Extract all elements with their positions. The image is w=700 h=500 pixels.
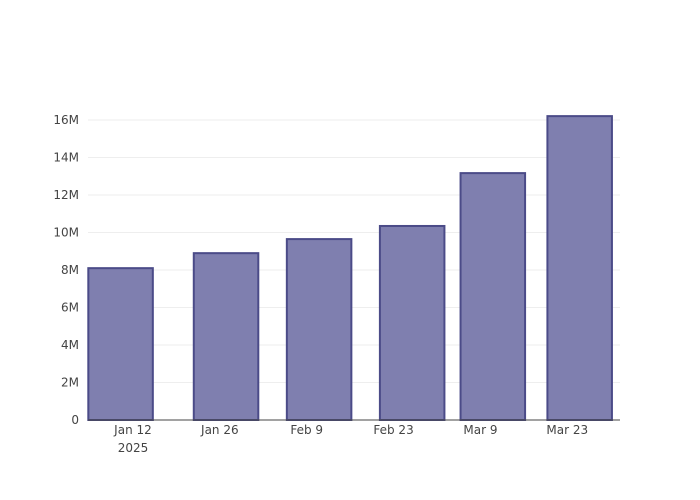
y-tick-label: 4M: [61, 338, 79, 352]
y-tick-label: 8M: [61, 263, 79, 277]
y-tick-label: 0: [71, 413, 79, 427]
bar: [459, 172, 527, 421]
bar: [192, 252, 260, 421]
y-tick-label: 12M: [53, 188, 79, 202]
y-tick-label: 6M: [61, 300, 79, 314]
x-tick-label: Mar 23: [546, 423, 588, 437]
x-tick-label: Mar 9: [463, 423, 497, 437]
bar: [87, 267, 154, 421]
y-tick-label: 16M: [53, 113, 79, 127]
bar: [378, 224, 446, 421]
y-tick-label: 14M: [53, 150, 79, 164]
y-tick-label: 2M: [61, 375, 79, 389]
bar: [285, 238, 353, 421]
x-tick-label: Feb 9: [290, 423, 323, 437]
x-tick-label: Feb 23: [373, 423, 413, 437]
bar: [546, 115, 613, 421]
x-tick-label: Jan 26: [200, 423, 239, 437]
y-tick-label: 10M: [53, 225, 79, 239]
x-tick-label: Jan 12 2025: [113, 423, 152, 455]
